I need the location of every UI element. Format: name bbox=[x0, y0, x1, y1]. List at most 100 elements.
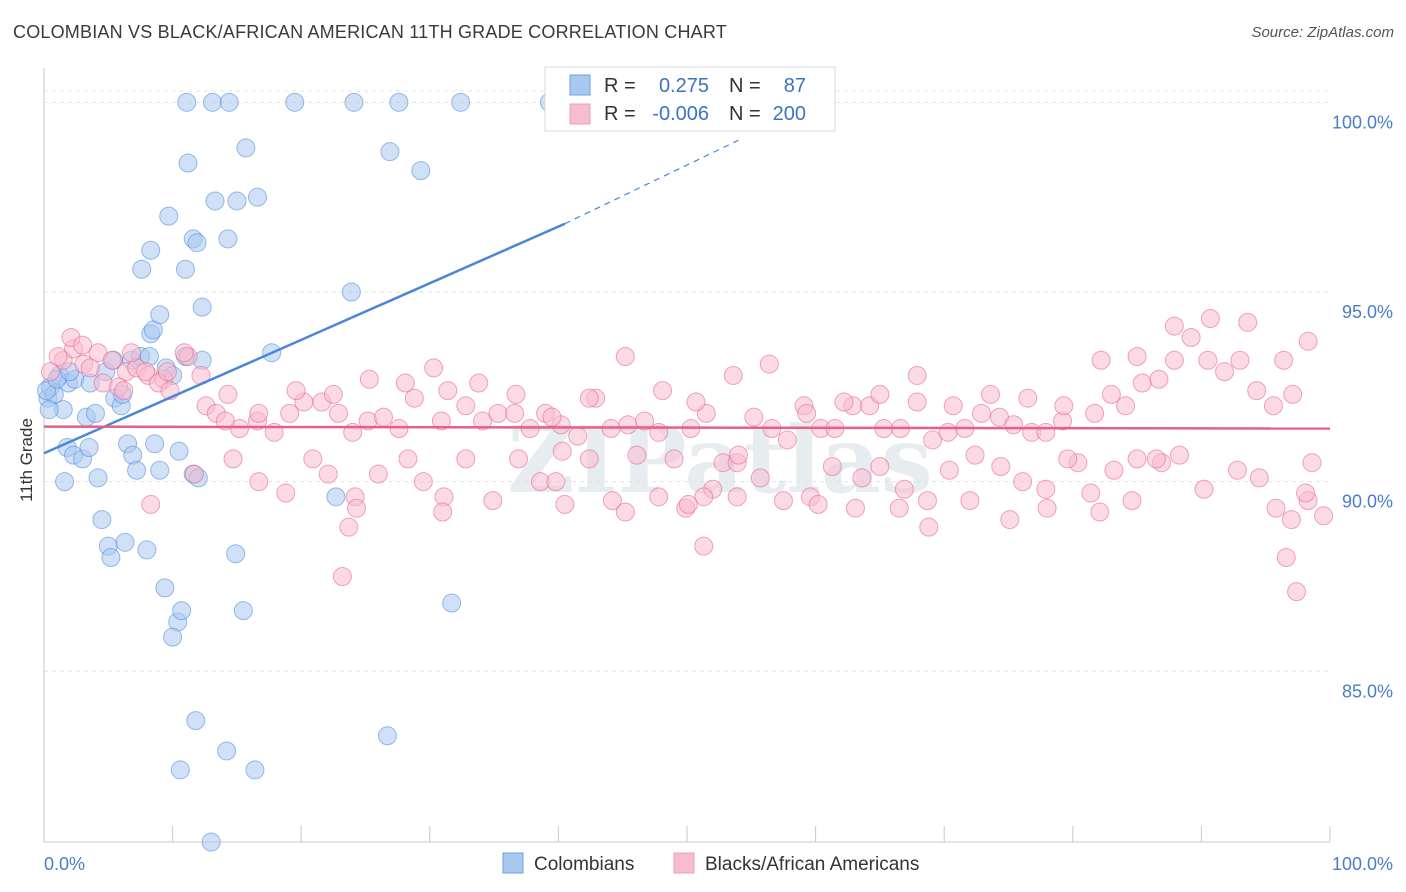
y-tick-label-1: 90.0% bbox=[1342, 492, 1393, 512]
point-0-41 bbox=[233, 601, 253, 621]
point-1-196 bbox=[433, 502, 453, 522]
point-1-193 bbox=[332, 566, 352, 586]
point-1-82 bbox=[1181, 328, 1201, 348]
point-0-45 bbox=[245, 760, 265, 780]
point-1-176 bbox=[889, 498, 909, 518]
point-1-92 bbox=[276, 483, 296, 503]
point-1-10 bbox=[48, 346, 68, 366]
point-1-156 bbox=[1018, 388, 1038, 408]
point-0-70 bbox=[344, 92, 364, 112]
point-1-35 bbox=[424, 358, 444, 378]
y-tick-label-0: 85.0% bbox=[1342, 681, 1393, 701]
point-1-81 bbox=[1164, 350, 1184, 370]
point-1-163 bbox=[1274, 350, 1294, 370]
point-0-58 bbox=[159, 206, 179, 226]
legend-n-value-1: 200 bbox=[773, 103, 806, 125]
point-1-151 bbox=[834, 392, 854, 412]
legend-bottom-swatch-colombians bbox=[502, 852, 524, 874]
point-1-12 bbox=[80, 358, 100, 378]
point-1-161 bbox=[1200, 309, 1220, 329]
point-1-130 bbox=[114, 381, 134, 401]
point-1-172 bbox=[694, 487, 714, 507]
point-1-143 bbox=[542, 407, 562, 427]
point-0-52 bbox=[175, 259, 195, 279]
point-1-138 bbox=[359, 369, 379, 389]
point-1-83 bbox=[1198, 350, 1218, 370]
point-1-154 bbox=[943, 396, 963, 416]
point-1-183 bbox=[1146, 449, 1166, 469]
point-1-32 bbox=[374, 407, 394, 427]
point-1-85 bbox=[1230, 350, 1250, 370]
point-1-188 bbox=[1266, 498, 1286, 518]
point-0-68 bbox=[219, 92, 239, 112]
point-1-66 bbox=[923, 430, 943, 450]
point-0-29 bbox=[127, 460, 147, 480]
point-1-107 bbox=[627, 445, 647, 465]
point-1-149 bbox=[759, 354, 779, 374]
point-1-69 bbox=[971, 403, 991, 423]
point-0-67 bbox=[202, 92, 222, 112]
point-0-46 bbox=[170, 760, 190, 780]
point-1-197 bbox=[546, 472, 566, 492]
legend-bottom-label-blacks: Blacks/African Americans bbox=[705, 854, 919, 875]
point-1-142 bbox=[506, 384, 526, 404]
point-1-108 bbox=[649, 487, 669, 507]
point-1-152 bbox=[870, 384, 890, 404]
point-1-157 bbox=[1054, 396, 1074, 416]
point-1-146 bbox=[653, 381, 673, 401]
point-0-18 bbox=[55, 472, 75, 492]
point-1-119 bbox=[917, 491, 937, 511]
point-1-96 bbox=[368, 464, 388, 484]
point-1-44 bbox=[568, 426, 588, 446]
point-1-169 bbox=[1314, 506, 1334, 526]
point-0-79 bbox=[341, 282, 361, 302]
point-0-23 bbox=[88, 468, 108, 488]
point-1-125 bbox=[1058, 449, 1078, 469]
point-1-127 bbox=[1104, 460, 1124, 480]
point-1-175 bbox=[852, 468, 872, 488]
point-0-54 bbox=[141, 240, 161, 260]
point-1-29 bbox=[328, 403, 348, 423]
legend-r-label-0: R = bbox=[604, 75, 636, 97]
point-0-69 bbox=[285, 92, 305, 112]
y-tick-label-3: 100.0% bbox=[1332, 112, 1393, 132]
point-0-64 bbox=[380, 142, 400, 162]
trend-lines bbox=[43, 139, 1331, 455]
point-1-121 bbox=[965, 445, 985, 465]
point-0-84 bbox=[377, 726, 397, 746]
point-0-72 bbox=[451, 92, 471, 112]
point-1-199 bbox=[694, 536, 714, 556]
point-0-31 bbox=[150, 460, 170, 480]
trend-line-extension-0 bbox=[564, 139, 739, 225]
point-1-76 bbox=[1085, 403, 1105, 423]
point-0-47 bbox=[201, 832, 221, 852]
point-1-80 bbox=[1149, 369, 1169, 389]
point-1-131 bbox=[157, 362, 177, 382]
point-1-106 bbox=[602, 491, 622, 511]
point-1-126 bbox=[1081, 483, 1101, 503]
point-0-50 bbox=[150, 305, 170, 325]
point-1-79 bbox=[1132, 373, 1152, 393]
point-1-73 bbox=[1036, 422, 1056, 442]
trend-line-0 bbox=[43, 222, 566, 455]
series-blacks-points bbox=[40, 309, 1334, 602]
point-1-65 bbox=[907, 392, 927, 412]
point-1-158 bbox=[1091, 350, 1111, 370]
point-1-98 bbox=[413, 472, 433, 492]
point-1-91 bbox=[249, 472, 269, 492]
x-tick-label-1: 100.0% bbox=[1332, 854, 1393, 874]
point-1-198 bbox=[678, 494, 698, 514]
point-1-15 bbox=[121, 343, 141, 363]
point-1-160 bbox=[1164, 316, 1184, 336]
point-1-182 bbox=[1122, 491, 1142, 511]
point-1-47 bbox=[618, 415, 638, 435]
point-1-102 bbox=[509, 449, 529, 469]
point-1-16 bbox=[136, 362, 156, 382]
point-1-147 bbox=[686, 392, 706, 412]
series-colombians-points bbox=[37, 92, 559, 852]
point-1-141 bbox=[469, 373, 489, 393]
point-1-26 bbox=[280, 403, 300, 423]
point-1-33 bbox=[389, 419, 409, 439]
point-1-170 bbox=[552, 441, 572, 461]
point-1-124 bbox=[1036, 479, 1056, 499]
